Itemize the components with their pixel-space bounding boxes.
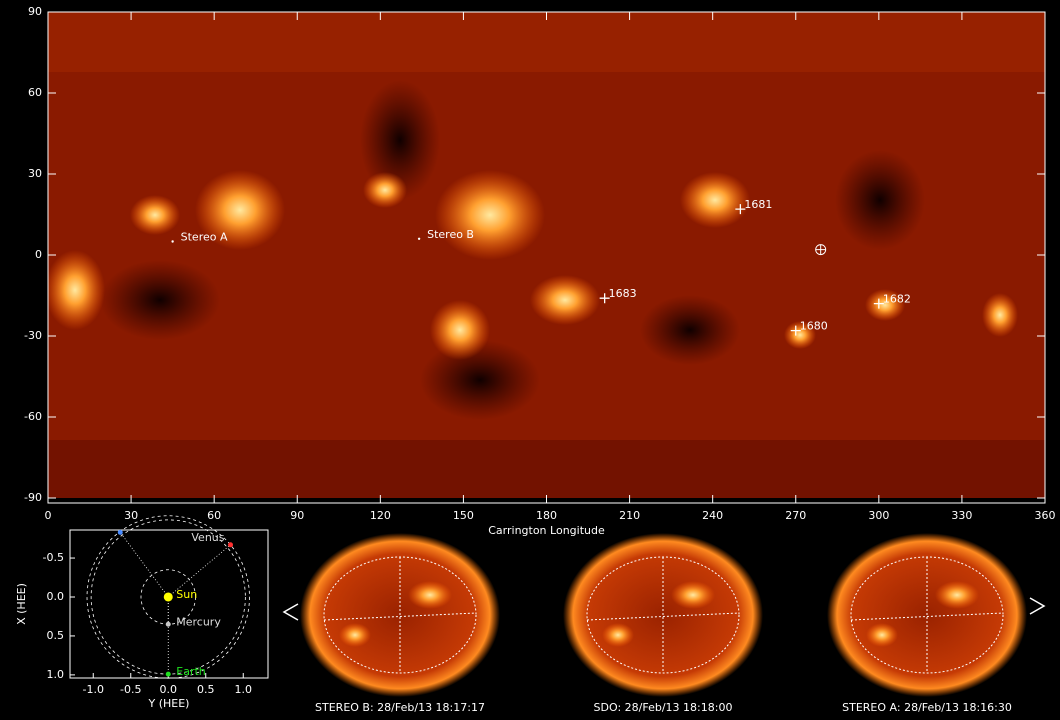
dot-marker	[171, 240, 174, 243]
marker	[735, 204, 746, 215]
planet-label: Sun	[176, 588, 197, 601]
planet-label: Venus	[191, 531, 224, 544]
equator	[850, 612, 1004, 621]
plus-marker	[599, 293, 610, 304]
x-tick-label: 0	[45, 509, 52, 522]
plus-marker	[790, 325, 801, 336]
planet-label: Mercury	[176, 615, 221, 628]
planet-point	[228, 542, 233, 548]
marker-label: 1683	[609, 287, 637, 300]
view-caption: STEREO A: 28/Feb/13 18:16:30	[842, 701, 1012, 714]
y-tick-label: -30	[24, 329, 42, 342]
view-caption: STEREO B: 28/Feb/13 18:17:17	[315, 701, 485, 714]
plus-marker	[735, 204, 746, 215]
active-region	[671, 581, 715, 609]
x-tick-label: 1.0	[235, 683, 253, 696]
x-tick-label: 330	[951, 509, 972, 522]
arrow-left[interactable]	[282, 603, 299, 621]
nav-left[interactable]	[282, 603, 299, 621]
x-tick-label: 0.0	[160, 683, 178, 696]
active-region	[408, 581, 452, 609]
y-tick-label: -0.5	[43, 551, 64, 564]
x-tick-label: 90	[290, 509, 304, 522]
marker-label: 1681	[744, 198, 772, 211]
marker	[171, 240, 174, 243]
equator	[323, 612, 477, 621]
y-tick-label: 30	[28, 167, 42, 180]
y-tick-label: 0.0	[47, 590, 65, 603]
sight-line	[119, 532, 169, 598]
active-region	[339, 623, 371, 647]
x-axis-label: Y (HEE)	[148, 697, 190, 710]
plus-marker	[873, 298, 884, 309]
marker-label: 1682	[883, 293, 911, 306]
marker	[599, 293, 610, 304]
earth-marker-cross	[815, 244, 826, 255]
x-axis-label: Carrington Longitude	[488, 524, 605, 537]
y-tick-label: 1.0	[47, 668, 65, 681]
y-tick-label: 90	[28, 5, 42, 18]
map-image	[48, 12, 1045, 498]
orbit	[86, 515, 250, 679]
planet-point	[165, 621, 171, 627]
y-tick-label: -60	[24, 410, 42, 423]
view-caption: SDO: 28/Feb/13 18:18:00	[594, 701, 733, 714]
marker	[790, 325, 801, 336]
y-axis-label: X (HEE)	[15, 583, 28, 625]
x-tick-label: 270	[785, 509, 806, 522]
y-tick-label: 0	[35, 248, 42, 261]
y-tick-label: -90	[24, 491, 42, 504]
marker-label: Stereo A	[181, 231, 228, 244]
x-tick-label: 180	[536, 509, 557, 522]
x-tick-label: 60	[207, 509, 221, 522]
active-region	[935, 581, 979, 609]
x-tick-label: -0.5	[120, 683, 141, 696]
x-tick-label: 120	[370, 509, 391, 522]
planet-point	[117, 529, 123, 535]
marker-label: 1680	[800, 320, 828, 333]
x-tick-label: 300	[868, 509, 889, 522]
nav-right[interactable]	[1029, 597, 1046, 615]
marker	[815, 244, 827, 256]
active-region	[866, 623, 898, 647]
x-tick-label: 150	[453, 509, 474, 522]
arrow-right[interactable]	[1029, 597, 1046, 615]
active-region	[602, 623, 634, 647]
y-tick-label: 0.5	[47, 629, 65, 642]
x-tick-label: 0.5	[197, 683, 215, 696]
marker	[873, 298, 884, 309]
orbit-frame	[69, 529, 269, 679]
x-tick-label: 210	[619, 509, 640, 522]
x-tick-label: 240	[702, 509, 723, 522]
planet-label: Earth	[176, 665, 206, 678]
marker-label: Stereo B	[427, 228, 474, 241]
y-tick-label: 60	[28, 86, 42, 99]
marker	[417, 237, 421, 240]
planet-point	[165, 671, 171, 677]
x-tick-label: 360	[1035, 509, 1056, 522]
x-tick-label: -1.0	[83, 683, 104, 696]
equator	[586, 612, 740, 621]
dot-marker	[417, 237, 421, 240]
planet-point	[163, 592, 173, 602]
x-tick-label: 30	[124, 509, 138, 522]
